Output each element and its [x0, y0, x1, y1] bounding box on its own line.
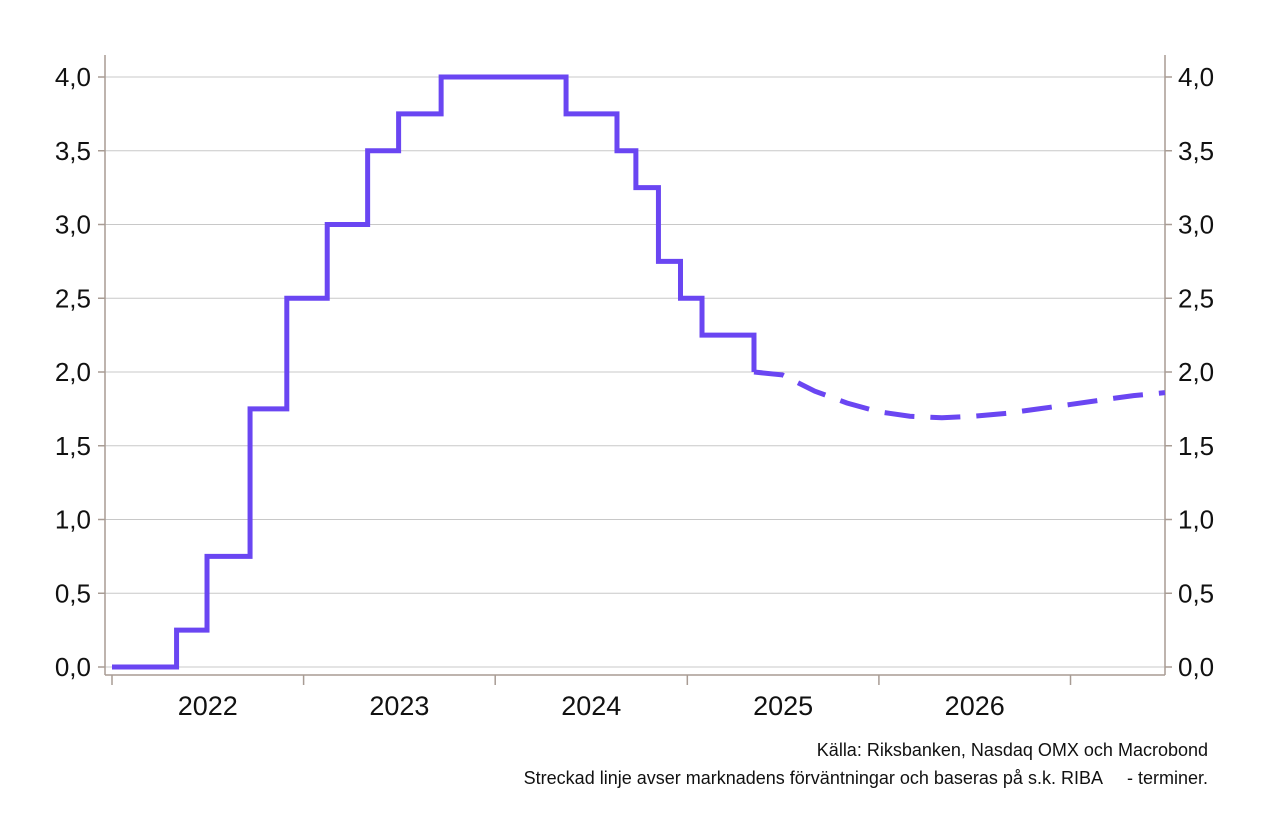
x-tick-label: 2022 — [178, 691, 238, 721]
y-tick-label-right: 1,0 — [1178, 505, 1214, 535]
axes — [104, 55, 1166, 676]
x-axis: 2022 2023 2024 2025 2026 — [111, 675, 1072, 721]
y-tick-label-left: 0,0 — [55, 652, 91, 682]
y-tick-label-left: 1,0 — [55, 505, 91, 535]
y-axis-left: 0,0 0,5 1,0 1,5 2,0 2,5 3,0 3,5 4,0 — [55, 62, 105, 682]
y-tick-label-left: 3,0 — [55, 210, 91, 240]
y-tick-label-right: 3,0 — [1178, 210, 1214, 240]
y-tick-label-left: 4,0 — [55, 62, 91, 92]
policy-rate-line — [112, 74, 757, 670]
y-tick-label-right: 2,5 — [1178, 283, 1214, 313]
source-note: Källa: Riksbanken, Nasdaq OMX och Macrob… — [816, 740, 1208, 760]
y-tick-label-right: 3,5 — [1178, 136, 1214, 166]
forecast-note: Streckad linje avser marknadens förväntn… — [523, 768, 1208, 788]
y-tick-label-left: 3,5 — [55, 136, 91, 166]
x-tick-label: 2024 — [561, 691, 621, 721]
y-tick-label-right: 0,0 — [1178, 652, 1214, 682]
y-tick-label-right: 4,0 — [1178, 62, 1214, 92]
policy-rate-chart: 0,0 0,5 1,0 1,5 2,0 2,5 3,0 3,5 4,0 0,0 0,5 1,0 1,5… — [55, 55, 1214, 721]
series-lines — [112, 74, 1166, 670]
x-tick-label: 2026 — [945, 691, 1005, 721]
market-expectation-line — [753, 369, 1166, 421]
y-axis-right: 0,0 0,5 1,0 1,5 2,0 2,5 3,0 3,5 4,0 — [1165, 62, 1214, 682]
y-tick-label-right: 0,5 — [1178, 578, 1214, 608]
y-tick-label-left: 1,5 — [55, 431, 91, 461]
y-tick-label-left: 2,5 — [55, 283, 91, 313]
y-tick-label-right: 1,5 — [1178, 431, 1214, 461]
grid-lines — [105, 76, 1165, 668]
x-tick-label: 2023 — [369, 691, 429, 721]
y-tick-label-left: 2,0 — [55, 357, 91, 387]
y-tick-label-left: 0,5 — [55, 578, 91, 608]
y-tick-label-right: 2,0 — [1178, 357, 1214, 387]
x-tick-label: 2025 — [753, 691, 813, 721]
